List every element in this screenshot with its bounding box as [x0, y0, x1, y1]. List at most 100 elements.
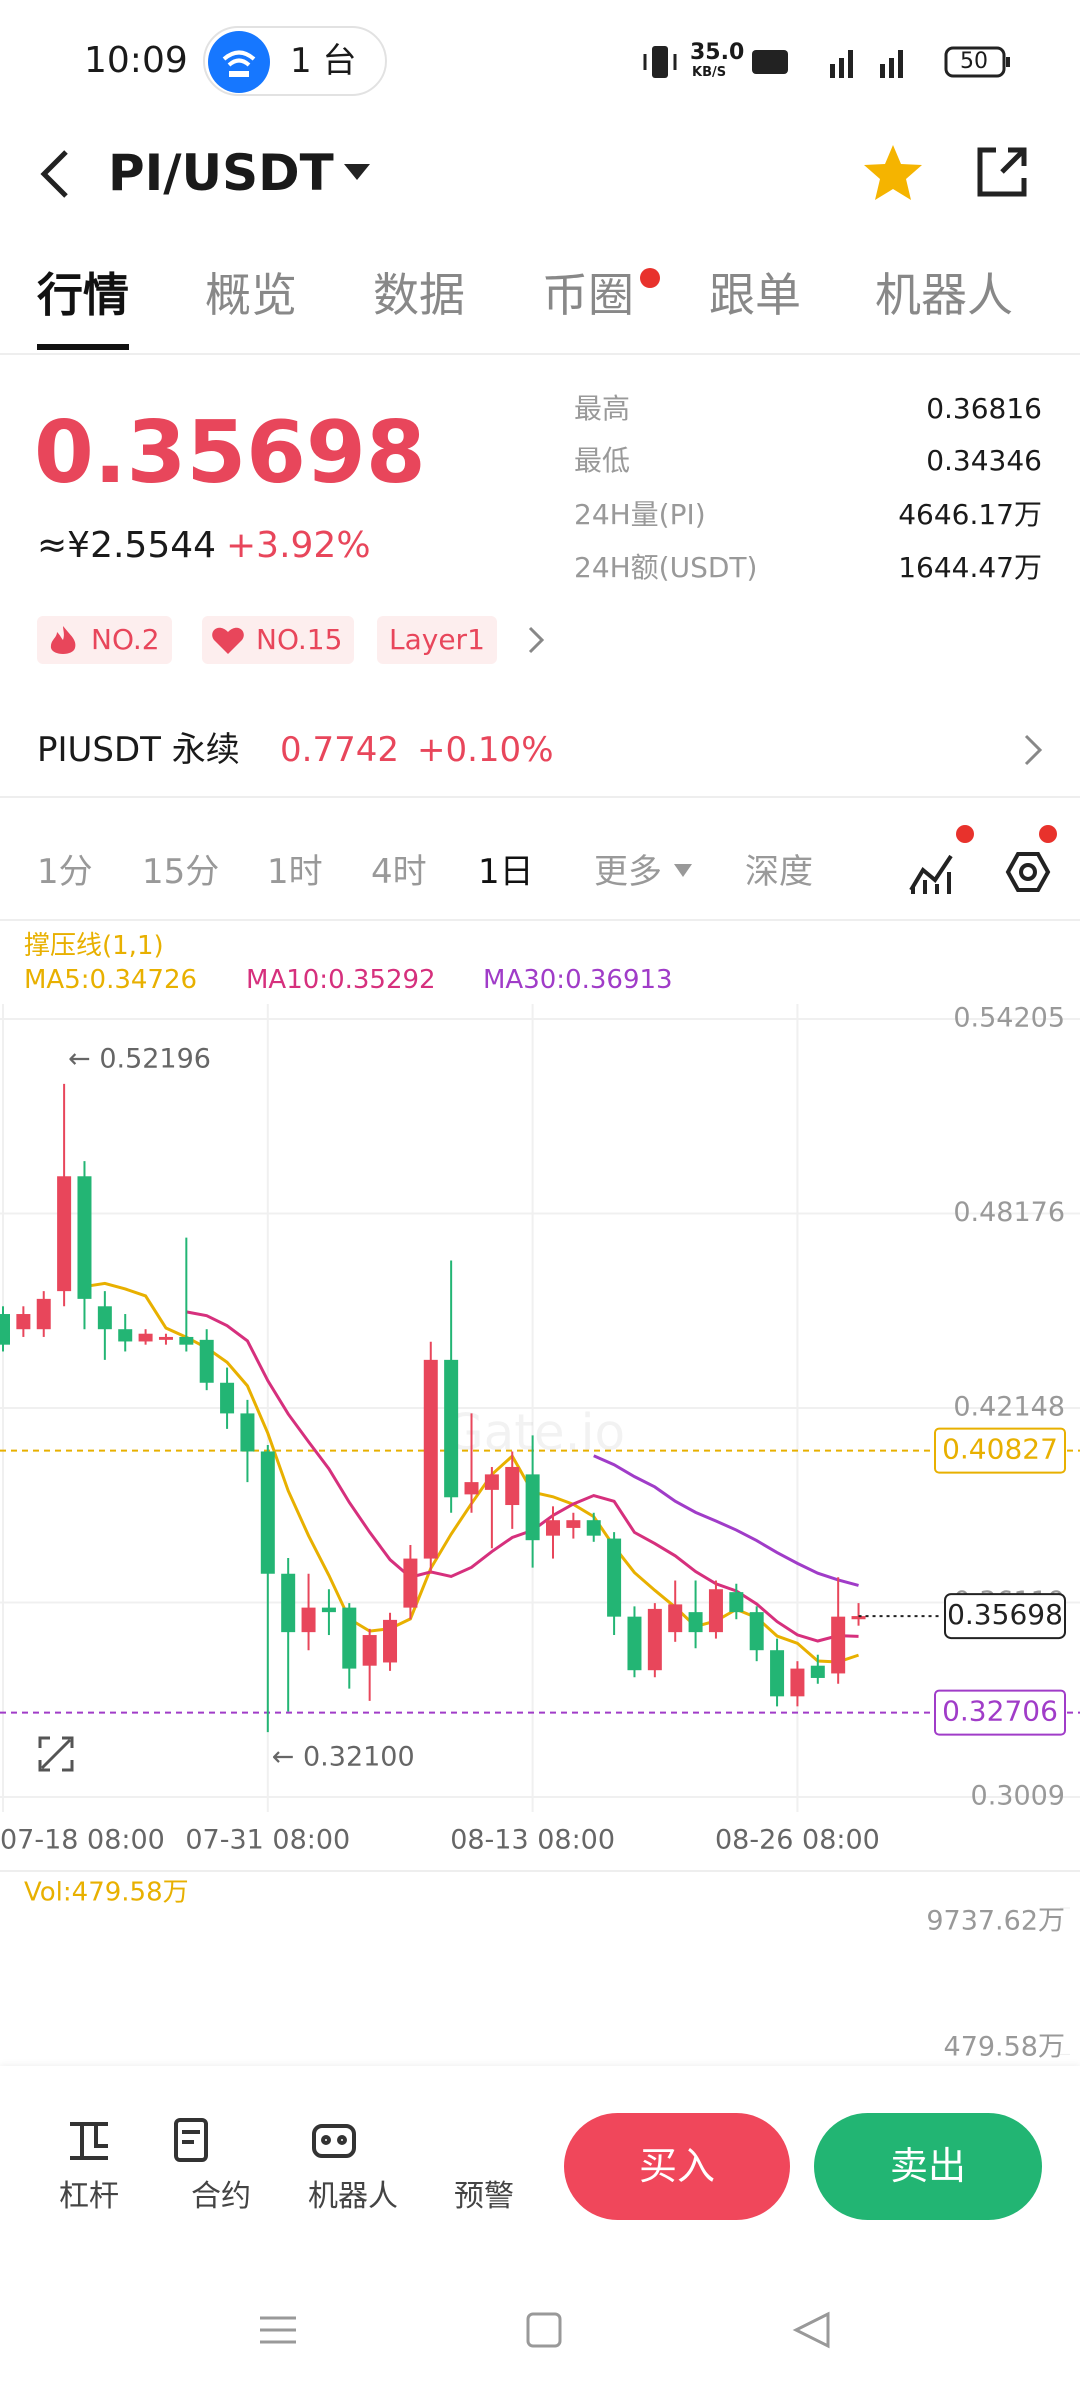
ma-line	[186, 1310, 859, 1643]
level-label: 0.32706	[942, 1695, 1058, 1728]
buy-button[interactable]: 买入	[564, 2113, 790, 2220]
volume-bar	[139, 2012, 153, 2062]
candle-body	[525, 1474, 540, 1541]
nav-label[interactable]: 杠杆	[59, 2179, 119, 2214]
interval[interactable]: 1日	[478, 852, 534, 892]
indicator-button[interactable]	[905, 820, 975, 900]
last-price-box	[944, 1593, 1066, 1640]
stat-label: 最低	[574, 444, 631, 477]
perp-price: 0.7742	[280, 730, 399, 770]
tab[interactable]: 机器人	[875, 268, 1013, 322]
battery-level: 50	[960, 49, 988, 74]
volume-bar	[689, 1989, 703, 2062]
candle-body	[566, 1520, 581, 1528]
sell-button[interactable]: 卖出	[814, 2113, 1042, 2220]
volume-bar	[281, 1919, 295, 2062]
interval[interactable]: 深度	[745, 852, 813, 892]
system-nav[interactable]	[240, 2300, 840, 2360]
candle-body	[97, 1306, 112, 1330]
volume-bar	[444, 1951, 458, 2062]
stat-value: 1644.47万	[898, 551, 1042, 584]
ma-line	[593, 1454, 859, 1587]
candle-body	[36, 1298, 51, 1330]
volume-bar	[220, 2019, 234, 2062]
interval[interactable]: 1时	[267, 852, 323, 892]
x-tick-label: 08-13 08:00	[450, 1825, 615, 1856]
stat-label: 24H量(PI)	[574, 498, 706, 531]
candle-body	[627, 1616, 642, 1671]
candle-body	[688, 1612, 703, 1633]
net-speed: 35.0	[690, 40, 745, 65]
candle-body	[444, 1359, 459, 1498]
stat-value: 0.34346	[926, 444, 1042, 477]
candle-body	[464, 1482, 479, 1495]
volume-bar	[424, 1908, 438, 2062]
pair-dropdown[interactable]	[342, 160, 372, 184]
tab[interactable]: 跟单	[709, 268, 801, 322]
volume-bar	[16, 2047, 30, 2062]
hotspot-pill[interactable]	[203, 26, 387, 96]
volume-bar	[240, 2019, 254, 2062]
nav-label[interactable]: 预警	[454, 2179, 514, 2214]
tab[interactable]: 币圈	[542, 268, 634, 322]
tab[interactable]: 概览	[205, 268, 297, 322]
volume-bar	[505, 2004, 519, 2062]
volume-bar	[179, 2019, 193, 2062]
volume-bar	[648, 1998, 662, 2062]
expand-icon[interactable]	[38, 1736, 74, 1772]
more-dropdown	[674, 864, 692, 877]
tab[interactable]: 行情	[37, 268, 129, 322]
perp-name[interactable]: PIUSDT 永续	[37, 730, 240, 770]
candle-body	[362, 1635, 377, 1666]
perp-arrow[interactable]	[1022, 732, 1046, 768]
candle-body	[260, 1451, 275, 1574]
nav-label[interactable]: 合约	[191, 2179, 251, 2214]
volume-bar	[607, 2028, 621, 2062]
volume-bar	[403, 1996, 417, 2062]
candle-body	[158, 1336, 173, 1340]
volume-bar	[342, 2027, 356, 2062]
candle-body	[607, 1538, 622, 1617]
settings-button[interactable]	[990, 820, 1070, 900]
candle-body	[138, 1333, 153, 1342]
time: 10:09	[84, 40, 188, 81]
interval[interactable]: 1分	[37, 852, 93, 892]
divider	[0, 796, 1080, 798]
candle-body	[770, 1650, 785, 1697]
volume-bar	[118, 2019, 132, 2062]
nav-label[interactable]: 机器人	[308, 2179, 398, 2214]
candle-body	[790, 1668, 805, 1697]
hotspot-count: 1 台	[290, 41, 357, 81]
candle-body	[179, 1336, 194, 1345]
tags-more[interactable]	[526, 624, 546, 656]
heart-icon	[212, 627, 244, 654]
volume-bar	[261, 1960, 275, 2062]
volume-bar	[57, 1935, 71, 2062]
tab[interactable]: 数据	[373, 268, 465, 322]
kline-chart[interactable]: Gate.io 0.542050.481760.421480.361190.30…	[0, 920, 1080, 2066]
candle-body	[342, 1607, 357, 1669]
volume-bar	[627, 1993, 641, 2062]
vibrate-icon	[643, 46, 677, 78]
hotspot-icon	[208, 31, 270, 93]
share-button[interactable]	[972, 142, 1032, 202]
tag[interactable]: Layer1	[377, 616, 497, 664]
perp-change: +0.10%	[417, 730, 554, 770]
tool-icons	[70, 2118, 356, 2162]
volume-bar	[831, 1998, 845, 2062]
level-label: 0.40827	[942, 1433, 1058, 1466]
back-button[interactable]	[36, 148, 76, 200]
interval[interactable]: 15分	[142, 852, 220, 892]
candle-body	[505, 1466, 520, 1506]
signal-icons	[752, 46, 1010, 78]
level-box	[934, 1689, 1066, 1736]
candle-body	[301, 1607, 316, 1633]
ma-legend: MA10:0.35292	[246, 965, 436, 995]
volume-bar	[465, 1986, 479, 2062]
x-tick-label: 08-26 08:00	[715, 1825, 880, 1856]
favorite-star[interactable]	[862, 142, 924, 204]
interval[interactable]: 4时	[371, 852, 427, 892]
pair-title[interactable]: PI/USDT	[108, 144, 334, 202]
interval[interactable]: 更多	[594, 852, 662, 892]
